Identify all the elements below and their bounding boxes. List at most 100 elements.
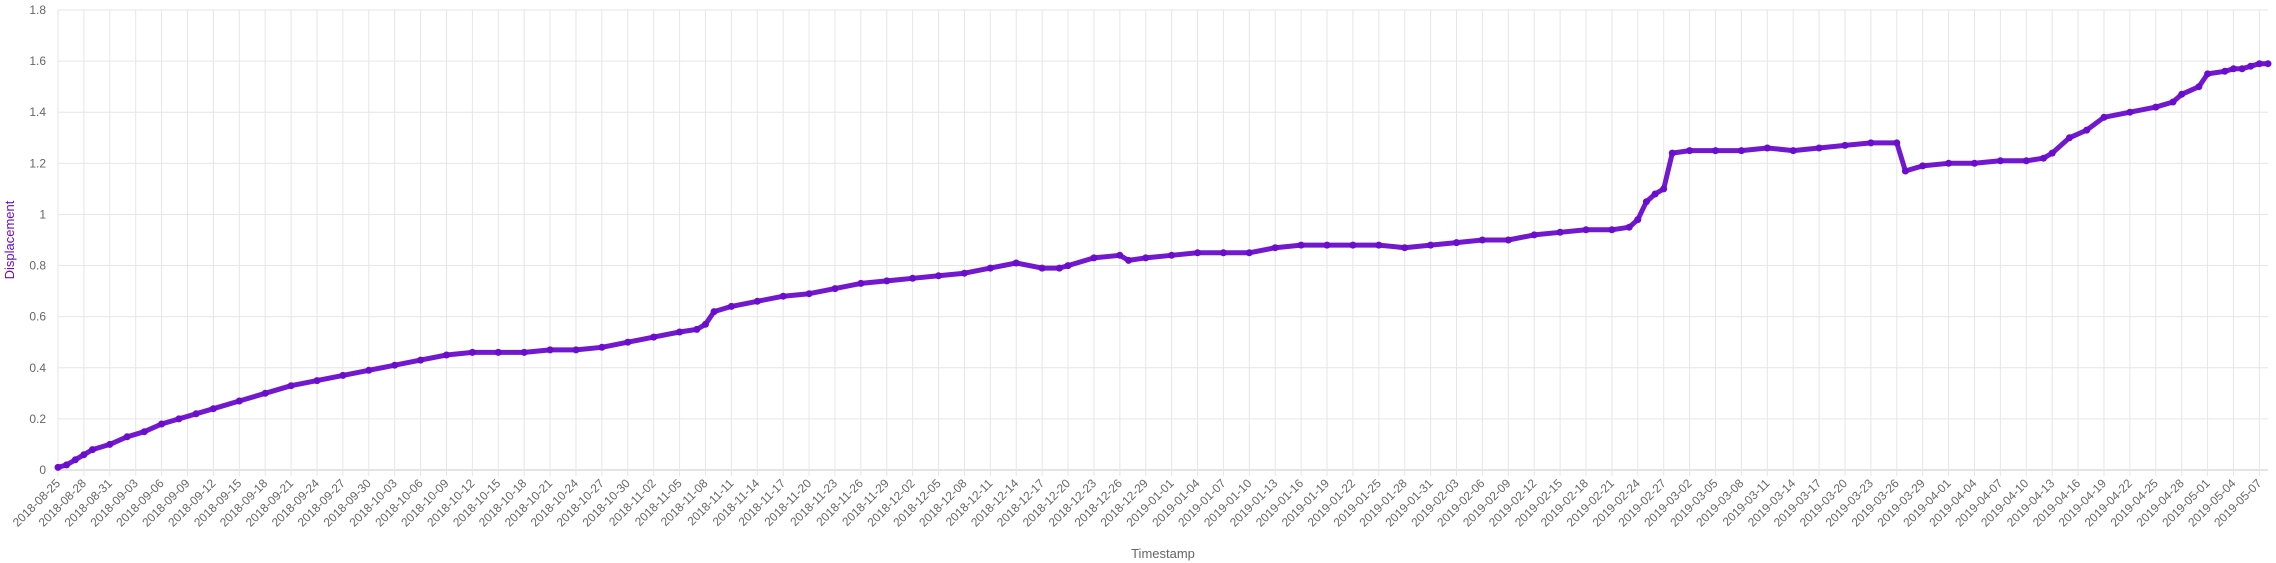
data-point bbox=[2126, 108, 2134, 116]
data-point bbox=[1625, 223, 1633, 231]
data-point bbox=[1504, 236, 1512, 244]
y-axis-tick-labels: 0 0.2 0.4 0.6 0.8 1 1.2 1.4 1.6 1.8 bbox=[29, 3, 46, 477]
data-point bbox=[2065, 134, 2073, 142]
data-point bbox=[1841, 141, 1849, 149]
data-point bbox=[1349, 241, 1357, 249]
data-point bbox=[753, 297, 761, 305]
data-point bbox=[1686, 147, 1694, 155]
data-point bbox=[209, 405, 217, 413]
data-point bbox=[676, 328, 684, 336]
data-point bbox=[1142, 254, 1150, 262]
data-point bbox=[2247, 62, 2255, 70]
data-point bbox=[2040, 154, 2047, 162]
data-point bbox=[2230, 65, 2237, 73]
data-point bbox=[650, 333, 658, 341]
data-point bbox=[1297, 241, 1305, 249]
data-point bbox=[365, 366, 373, 374]
data-point bbox=[1815, 144, 1823, 152]
x-axis-title: Timestamp bbox=[1131, 546, 1195, 561]
data-point bbox=[1996, 157, 2004, 165]
data-point bbox=[339, 371, 347, 379]
data-point bbox=[831, 285, 839, 293]
x-axis-tick-labels: 2018-08-252018-08-282018-08-312018-09-03… bbox=[10, 476, 2265, 530]
data-point bbox=[2221, 67, 2229, 75]
data-point bbox=[443, 351, 450, 359]
series-layer bbox=[54, 60, 2272, 471]
data-point bbox=[1038, 264, 1046, 272]
data-point bbox=[779, 292, 787, 300]
data-point bbox=[1556, 228, 1564, 236]
data-point bbox=[1478, 236, 1486, 244]
y-tick-label: 0.2 bbox=[29, 412, 46, 426]
data-point bbox=[1668, 149, 1676, 157]
data-point bbox=[2169, 98, 2177, 106]
data-point bbox=[2083, 126, 2091, 134]
data-point bbox=[1168, 251, 1176, 259]
data-point bbox=[417, 356, 425, 364]
data-point bbox=[2255, 60, 2263, 68]
y-tick-label: 0 bbox=[39, 463, 46, 477]
data-point bbox=[986, 264, 994, 272]
data-point bbox=[261, 389, 269, 397]
data-point bbox=[287, 382, 295, 390]
x-gridlines bbox=[57, 10, 2260, 476]
y-tick-label: 1.6 bbox=[29, 54, 46, 68]
data-point bbox=[1893, 139, 1901, 147]
data-point bbox=[123, 433, 131, 441]
y-tick-label: 1.8 bbox=[29, 3, 46, 17]
y-tick-label: 1 bbox=[39, 207, 46, 221]
data-point bbox=[1271, 244, 1279, 252]
data-point bbox=[158, 420, 166, 428]
data-point bbox=[1971, 159, 1978, 167]
data-point bbox=[572, 346, 580, 354]
data-point bbox=[1634, 216, 1642, 224]
data-point bbox=[63, 461, 71, 469]
data-point bbox=[313, 377, 321, 385]
data-point bbox=[883, 277, 891, 285]
data-point bbox=[935, 272, 942, 280]
data-point bbox=[1323, 241, 1331, 249]
data-point bbox=[106, 440, 114, 448]
data-point bbox=[1219, 249, 1227, 257]
data-point bbox=[1064, 262, 1072, 270]
data-point bbox=[1660, 185, 1668, 193]
data-point bbox=[1530, 231, 1538, 239]
data-point bbox=[1116, 251, 1124, 259]
data-point bbox=[1401, 244, 1409, 252]
data-point bbox=[624, 338, 632, 346]
data-point bbox=[1789, 147, 1797, 155]
data-point bbox=[1453, 239, 1460, 247]
data-point bbox=[71, 456, 79, 464]
data-point bbox=[1651, 190, 1659, 198]
data-point bbox=[89, 446, 96, 454]
data-point bbox=[80, 451, 88, 459]
y-gridlines bbox=[57, 9, 2268, 471]
data-point bbox=[909, 274, 917, 282]
data-point bbox=[175, 415, 183, 423]
data-point bbox=[805, 290, 813, 298]
data-point bbox=[1763, 144, 1771, 152]
data-point bbox=[192, 410, 200, 418]
data-point bbox=[2048, 149, 2056, 157]
data-point bbox=[1055, 264, 1063, 272]
data-point bbox=[494, 348, 502, 356]
data-point bbox=[1608, 226, 1616, 234]
data-point bbox=[1901, 167, 1909, 175]
data-point bbox=[1427, 241, 1435, 249]
y-tick-label: 0.6 bbox=[29, 310, 46, 324]
y-tick-label: 0.4 bbox=[29, 361, 46, 375]
data-point bbox=[727, 302, 735, 310]
y-tick-label: 1.2 bbox=[29, 156, 46, 170]
data-point bbox=[960, 269, 968, 277]
data-point bbox=[391, 361, 399, 369]
data-point bbox=[598, 343, 606, 351]
data-point bbox=[468, 348, 476, 356]
data-point bbox=[1712, 147, 1719, 155]
data-point bbox=[2022, 157, 2030, 165]
data-point bbox=[2195, 83, 2203, 91]
data-point bbox=[2264, 60, 2272, 68]
data-point bbox=[1090, 254, 1098, 262]
data-point bbox=[1375, 241, 1383, 249]
y-tick-label: 0.8 bbox=[29, 259, 46, 273]
